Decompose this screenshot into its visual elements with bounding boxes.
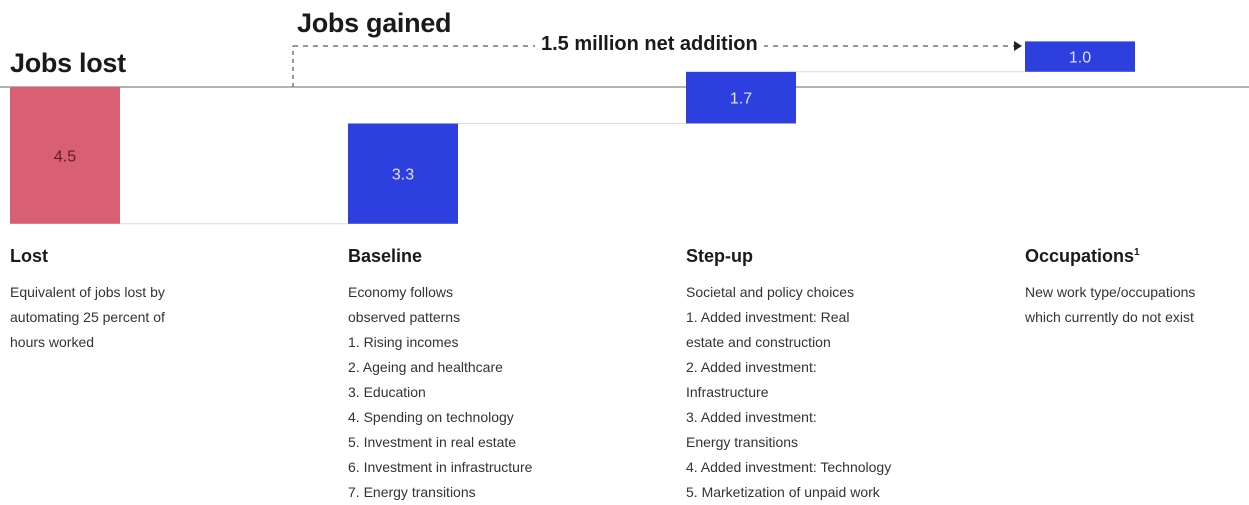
description-line: 2. Ageing and healthcare bbox=[348, 359, 503, 375]
description-line: 2. Added investment: bbox=[686, 359, 817, 375]
bar-value-label: 4.5 bbox=[54, 148, 76, 165]
bar-step-up bbox=[686, 71, 796, 124]
column-baseline: Baseline Economy follows observed patterns… bbox=[348, 246, 648, 505]
bar-lost bbox=[10, 87, 120, 224]
description-line: Economy follows bbox=[348, 284, 454, 300]
description-line: automating 25 percent of bbox=[10, 309, 165, 325]
column-title: Lost bbox=[10, 246, 310, 267]
chart-canvas: 4.5 3.3 1.7 1.0 bbox=[0, 41, 1249, 225]
bar-value-label: 3.3 bbox=[392, 167, 414, 184]
description-line: Energy transitions bbox=[686, 434, 799, 450]
description-line: New work type/occupations bbox=[1025, 284, 1196, 300]
waterfall-chart: 4.5 3.3 1.7 1.0 Jobs lost Jobs gained 1.5 m… bbox=[0, 0, 1249, 230]
description-line: hours worked bbox=[10, 334, 95, 350]
column-title-text: Step-up bbox=[686, 246, 753, 266]
description-line: 5. Investment in real estate bbox=[348, 434, 517, 450]
net-addition-annotation: 1.5 million net addition bbox=[535, 33, 764, 56]
description-line: 3. Added investment: bbox=[686, 409, 817, 425]
column-lost: Lost Equivalent of jobs lost by automating… bbox=[10, 246, 310, 355]
bar-occupations bbox=[1025, 41, 1135, 72]
bar-baseline bbox=[348, 123, 458, 224]
description-line: Societal and policy choices bbox=[686, 284, 855, 300]
footnote-marker: 1 bbox=[1134, 247, 1140, 258]
column-title-text: Occupations bbox=[1025, 246, 1135, 266]
column-title: Occupations1 bbox=[1025, 246, 1249, 267]
description-line: Infrastructure bbox=[686, 384, 769, 400]
description-line: 6. Investment in infrastructure bbox=[348, 459, 533, 475]
column-title: Baseline bbox=[348, 246, 648, 267]
description-line: 5. Marketization of unpaid work bbox=[686, 484, 880, 500]
description-line: 4. Spending on technology bbox=[348, 409, 514, 425]
bar-value-label: 1.7 bbox=[730, 91, 752, 108]
net-arrowhead bbox=[1014, 41, 1022, 51]
description-line: 1. Rising incomes bbox=[348, 334, 459, 350]
description-line: 4. Added investment: Technology bbox=[686, 459, 892, 475]
column-step-up: Step-up Societal and policy choices 1. Add… bbox=[686, 246, 986, 505]
description-line: estate and construction bbox=[686, 334, 831, 350]
description-line: 3. Education bbox=[348, 384, 426, 400]
column-occupations: Occupations1 New work type/occupations whi… bbox=[1025, 246, 1249, 330]
jobs-lost-header: Jobs lost bbox=[10, 48, 126, 78]
column-title: Step-up bbox=[686, 246, 986, 267]
column-title-text: Lost bbox=[10, 246, 48, 266]
description-line: 7. Energy transitions bbox=[348, 484, 476, 500]
jobs-gained-header: Jobs gained bbox=[297, 8, 452, 38]
description-line: which currently do not exist bbox=[1025, 309, 1194, 325]
description-line: Equivalent of jobs lost by bbox=[10, 284, 165, 300]
description-line: 1. Added investment: Real bbox=[686, 309, 850, 325]
bar-value-label: 1.0 bbox=[1069, 50, 1091, 67]
column-title-text: Baseline bbox=[348, 246, 423, 266]
description-line: observed patterns bbox=[348, 309, 461, 325]
